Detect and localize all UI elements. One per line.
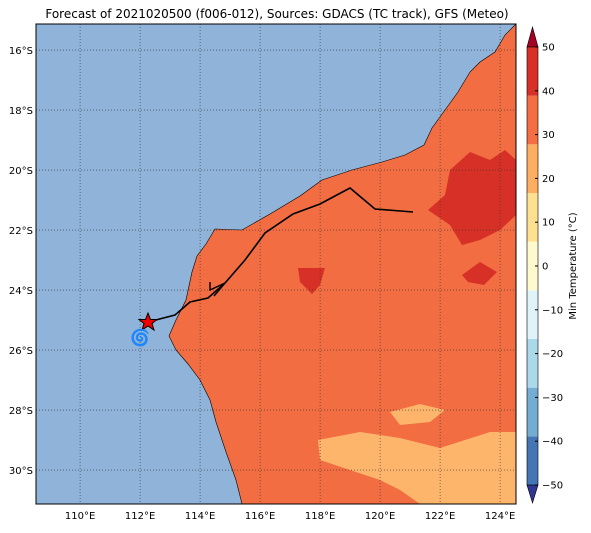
lat-tick-label: 26°S	[9, 346, 33, 357]
colorbar-segment	[527, 241, 538, 291]
warm-region	[462, 262, 497, 285]
colorbar-segment	[527, 193, 538, 242]
colorbar-segment	[527, 290, 538, 339]
colorbar-segment	[527, 47, 538, 96]
colorbar-tick-label: 50	[542, 43, 555, 54]
colorbar-tick-label: −30	[542, 393, 563, 404]
land	[168, 23, 517, 505]
colorbar-segment	[527, 436, 538, 485]
warm-region	[298, 268, 325, 294]
cool-region	[390, 404, 445, 425]
map-frame	[35, 23, 517, 505]
lon-tick-label: 114°E	[185, 511, 215, 522]
colorbar-segment	[527, 339, 538, 388]
lon-tick-label: 122°E	[425, 511, 455, 522]
colorbar-label: Min Temperature (°C)	[568, 212, 579, 319]
colorbar-extend	[526, 484, 539, 505]
colorbar-tick-label: −40	[542, 437, 563, 448]
lon-tick-label: 110°E	[65, 511, 95, 522]
lon-tick-label: 124°E	[485, 511, 515, 522]
cyclone-symbol: 🌀	[130, 328, 150, 347]
colorbar-tick-label: 30	[542, 130, 555, 141]
lat-tick-label: 16°S	[9, 46, 33, 57]
cool-region	[318, 432, 516, 504]
colorbar-segment	[527, 144, 538, 193]
colorbar-tick-label: 20	[542, 174, 555, 185]
colorbar-tick-label: 40	[542, 86, 555, 97]
lat-tick-label: 30°S	[9, 466, 33, 477]
colorbar-tick-label: −50	[542, 481, 563, 492]
colorbar-tick-label: −10	[542, 305, 563, 316]
lon-tick-label: 116°E	[245, 511, 275, 522]
colorbar-segment	[527, 387, 538, 437]
colorbar-tick-label: −20	[542, 349, 563, 360]
colorbar-tick-label: 10	[542, 218, 555, 229]
lat-tick-label: 24°S	[9, 286, 33, 297]
lon-tick-label: 118°E	[305, 511, 335, 522]
storm-position	[137, 311, 159, 332]
colorbar-segment	[527, 95, 538, 145]
lat-tick-label: 22°S	[9, 226, 33, 237]
tc-track	[209, 282, 226, 297]
lon-tick-label: 120°E	[365, 511, 395, 522]
colorbar-tick-label: 0	[542, 262, 548, 273]
lat-tick-label: 20°S	[9, 166, 33, 177]
lon-tick-label: 112°E	[125, 511, 155, 522]
lat-tick-label: 28°S	[9, 406, 33, 417]
tc-track	[147, 187, 414, 323]
colorbar-extend	[526, 25, 539, 48]
title: Forecast of 2021020500 (f006-012), Sourc…	[45, 7, 508, 21]
warm-region	[428, 150, 516, 245]
lat-tick-label: 18°S	[9, 106, 33, 117]
